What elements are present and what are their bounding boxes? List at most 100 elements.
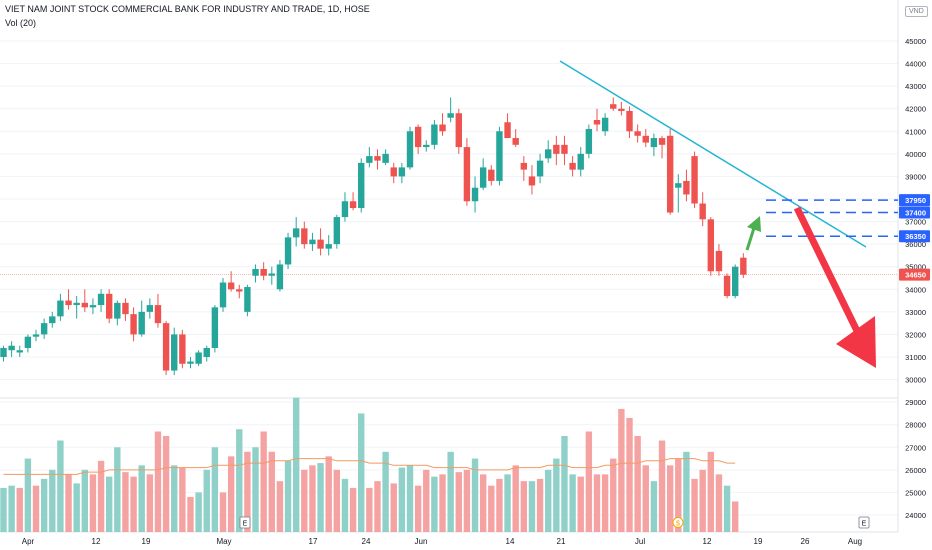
candle-body (325, 244, 332, 249)
candle (666, 129, 674, 215)
candle (40, 318, 48, 339)
candle-body (309, 239, 316, 245)
volume-bar (626, 417, 633, 532)
volume-bar (683, 451, 690, 532)
candle-body (154, 305, 162, 324)
volume-bar (122, 472, 129, 532)
volume-bar (317, 463, 324, 532)
candle (81, 289, 88, 312)
last-price-badge-text: 34650 (905, 271, 926, 280)
candle-body (479, 167, 487, 188)
candle-body (431, 124, 438, 145)
candle-body (520, 162, 528, 170)
volume-indicator-label: Vol (20) (5, 18, 37, 28)
candle-body (398, 167, 406, 177)
dividend-marker[interactable]: $ (672, 517, 684, 528)
candle-body (512, 138, 519, 145)
volume-bar (130, 476, 137, 532)
volume-bar (666, 465, 674, 532)
candle-body (528, 176, 536, 186)
price-tick-label: 30000 (905, 376, 926, 385)
candle (8, 341, 15, 357)
candle-body (691, 156, 698, 204)
candle (105, 289, 113, 324)
volume-bar (89, 474, 97, 532)
candle-body (260, 268, 267, 276)
volume-bar (309, 465, 316, 532)
candle-body (569, 162, 576, 170)
candle (268, 266, 275, 285)
candle (382, 149, 389, 166)
time-tick-label: Jul (635, 537, 645, 546)
candle (65, 289, 72, 310)
candle-body (114, 302, 121, 319)
earnings-marker-upcoming[interactable]: E (858, 516, 870, 529)
volume-bar (97, 460, 105, 532)
candle (423, 140, 430, 152)
candle-body (97, 293, 105, 306)
candle (244, 284, 251, 317)
candle-body (423, 144, 430, 148)
candle-body (333, 217, 341, 245)
earnings-marker-upcoming-label: E (862, 521, 867, 528)
candle-body (195, 352, 202, 364)
candle (333, 214, 341, 249)
candle-body (292, 228, 300, 238)
candle-body (219, 282, 227, 308)
volume-bar (512, 465, 519, 532)
candle-body (496, 131, 503, 181)
volume-bar (471, 458, 479, 532)
price-tick-label: 41000 (905, 127, 926, 136)
candle (49, 311, 56, 328)
volume-bar (553, 458, 560, 532)
level-badge-36350-bg (899, 230, 930, 243)
candle (236, 284, 243, 299)
event-markers[interactable]: E E $ (239, 516, 870, 529)
volume-bar (723, 485, 731, 532)
dividend-marker-label: $ (676, 521, 680, 528)
volume-bar (414, 485, 422, 532)
candle (536, 153, 544, 184)
price-tick-label: 34000 (905, 285, 926, 294)
candle-body (49, 316, 56, 324)
time-axis[interactable]: Apr 12 19 May 17 24 Jun 14 21 Jul 12 19 26 Aug (22, 537, 862, 546)
earnings-marker-upcoming-box (858, 516, 870, 529)
candle (650, 133, 658, 157)
candle (0, 345, 7, 362)
candle-body (252, 268, 259, 276)
volume-bar (536, 478, 544, 532)
volume-bar (650, 481, 658, 532)
candle-body (618, 108, 625, 111)
candle (593, 108, 601, 132)
candle (479, 158, 487, 190)
volume-bar (585, 431, 593, 532)
candle (252, 264, 259, 283)
candle-body (585, 129, 593, 154)
candles (0, 97, 747, 376)
candle (504, 113, 511, 139)
level-badge-37400-text: 37400 (905, 209, 926, 218)
candle-body (455, 113, 462, 148)
volume-bar (105, 476, 113, 532)
earnings-marker-label: E (243, 521, 248, 528)
candle (301, 221, 308, 249)
price-tick-label: 42000 (905, 105, 926, 114)
candle-body (675, 183, 682, 188)
earnings-marker-box (239, 516, 251, 529)
candle (642, 129, 649, 148)
earnings-marker[interactable]: E (239, 516, 251, 529)
volume-bar (382, 451, 389, 532)
candle-body (634, 131, 641, 136)
volume-bar (488, 485, 495, 532)
candle-body (341, 201, 349, 218)
candle (471, 176, 479, 213)
candle (260, 262, 267, 281)
volume-bar (658, 440, 666, 532)
level-badge-37950-text: 37950 (905, 196, 926, 205)
candle-body (0, 347, 7, 357)
volume-bar (358, 413, 365, 532)
volume-bar (301, 469, 308, 532)
candle-body (89, 305, 97, 308)
candle (601, 113, 609, 136)
